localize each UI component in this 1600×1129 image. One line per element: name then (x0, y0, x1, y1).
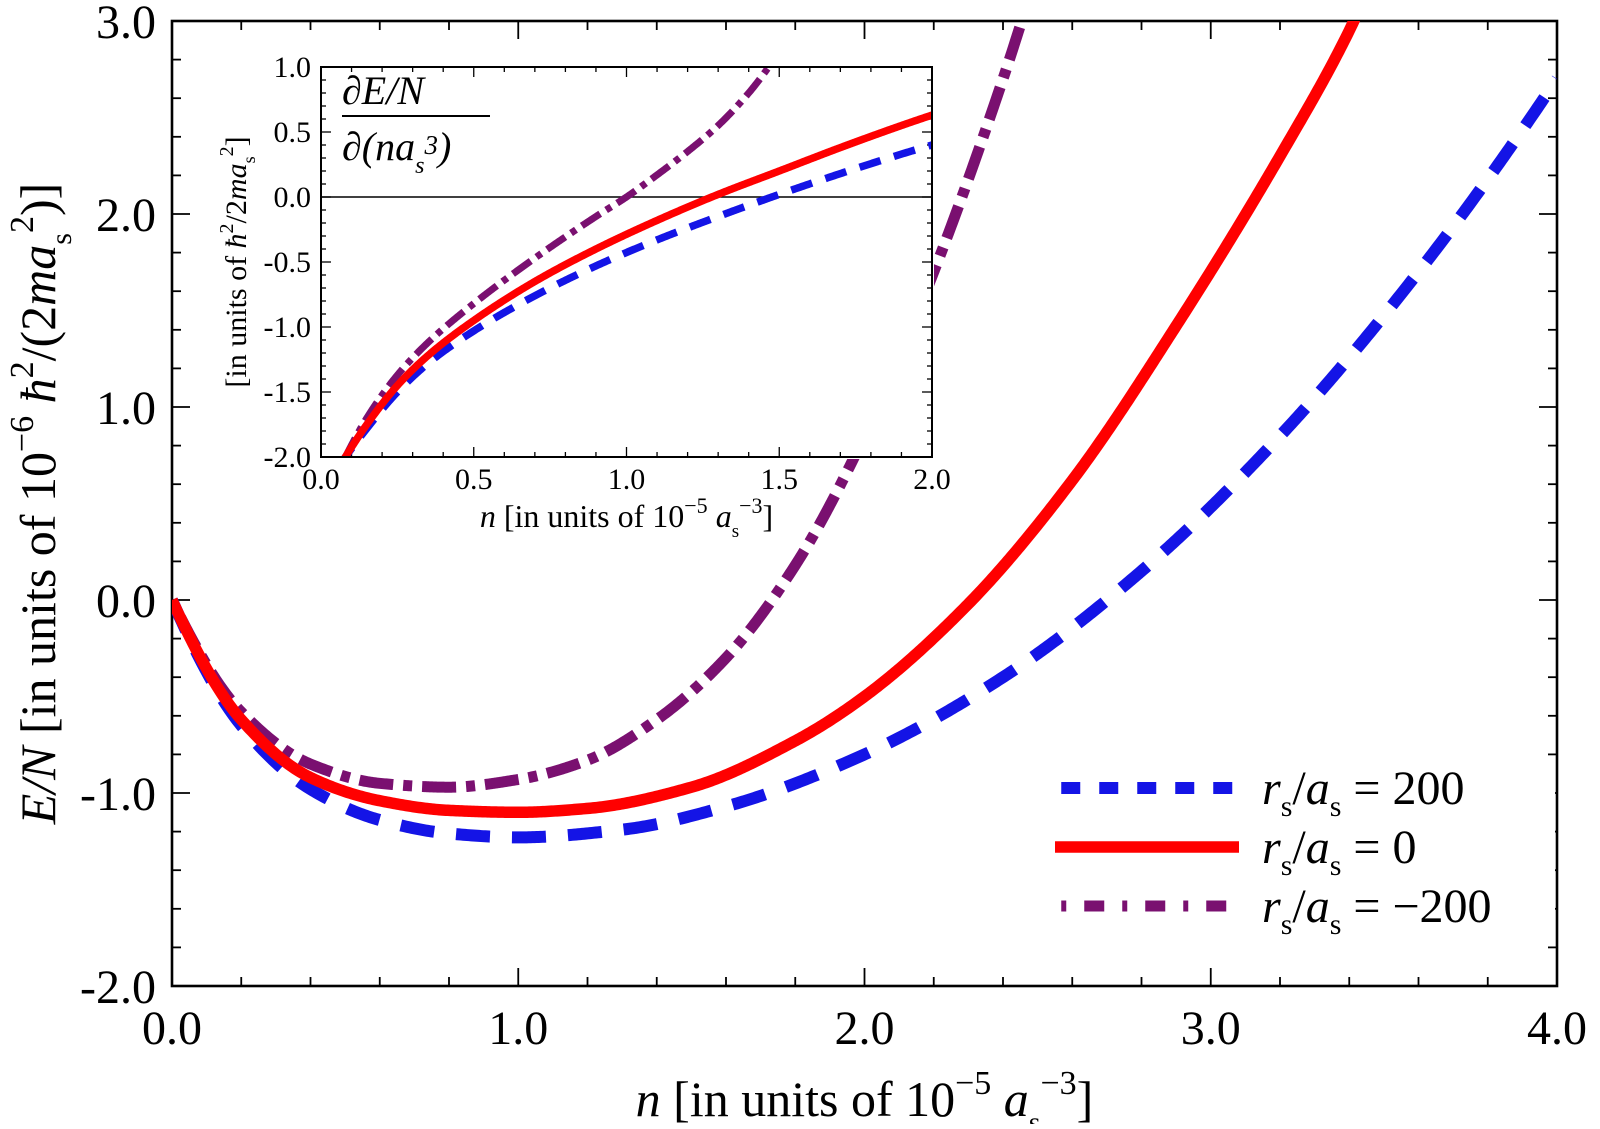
svg-text:1.0: 1.0 (608, 463, 646, 496)
svg-text:-1.0: -1.0 (264, 311, 312, 344)
svg-text:-0.5: -0.5 (264, 246, 312, 279)
svg-text:-2.0: -2.0 (80, 961, 156, 1014)
svg-text:[in units of ħ2/2mas2]: [in units of ħ2/2mas2] (216, 136, 259, 387)
svg-text:0.0: 0.0 (96, 575, 156, 628)
svg-text:1.0: 1.0 (96, 382, 156, 435)
svg-text:-1.0: -1.0 (80, 768, 156, 821)
svg-text:0.5: 0.5 (274, 116, 312, 149)
svg-text:3.0: 3.0 (96, 0, 156, 49)
svg-text:-1.5: -1.5 (264, 376, 312, 409)
svg-text:rs/as = 200: rs/as = 200 (1262, 762, 1464, 823)
svg-text:∂E/N: ∂E/N (342, 68, 426, 113)
svg-text:0.5: 0.5 (455, 463, 493, 496)
svg-text:1.0: 1.0 (488, 1002, 548, 1055)
svg-text:n [in units of 10−5 as−3]: n [in units of 10−5 as−3] (636, 1065, 1094, 1124)
svg-text:3.0: 3.0 (1181, 1002, 1241, 1055)
svg-text:rs/as = −200: rs/as = −200 (1262, 880, 1492, 941)
svg-text:2.0: 2.0 (96, 189, 156, 242)
svg-text:1.0: 1.0 (274, 51, 312, 84)
svg-text:1.5: 1.5 (760, 463, 798, 496)
svg-text:4.0: 4.0 (1527, 1002, 1587, 1055)
svg-text:2.0: 2.0 (913, 463, 951, 496)
svg-text:0.0: 0.0 (274, 181, 312, 214)
svg-text:-2.0: -2.0 (264, 441, 312, 474)
svg-text:2.0: 2.0 (835, 1002, 895, 1055)
